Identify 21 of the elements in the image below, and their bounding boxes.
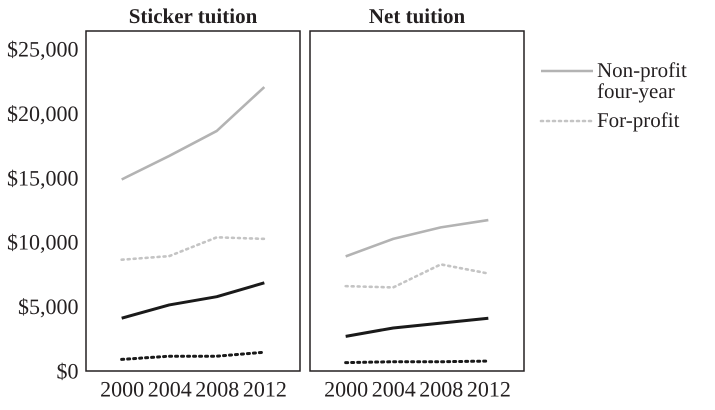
y-tick-label: $10,000: [7, 230, 78, 255]
line-series: [120, 281, 266, 320]
chart-title: Net tuition: [368, 4, 466, 28]
x-tick-label: 2004: [148, 376, 192, 402]
chart-title: Sticker tuition: [128, 4, 258, 28]
y-tick-label: $20,000: [7, 100, 78, 126]
y-tick-label: $15,000: [7, 165, 78, 190]
legend-label: Non-profit four-year: [597, 58, 687, 103]
x-tick-label: 2000: [100, 376, 144, 402]
x-tick-label: 2008: [195, 376, 240, 402]
x-tick-label: 2012: [242, 376, 287, 402]
line-series: [120, 236, 266, 262]
x-tick-label: 2012: [466, 376, 511, 402]
x-tick-label: 2008: [419, 376, 464, 402]
legend-label: For-profit: [597, 108, 680, 132]
y-tick-label: $5,000: [18, 294, 78, 320]
x-tick-label: 2004: [372, 376, 416, 402]
y-tick-label: $0: [56, 358, 78, 384]
x-tick-label: 2000: [324, 376, 368, 402]
y-tick-label: $25,000: [7, 36, 78, 62]
line-series: [120, 86, 266, 181]
